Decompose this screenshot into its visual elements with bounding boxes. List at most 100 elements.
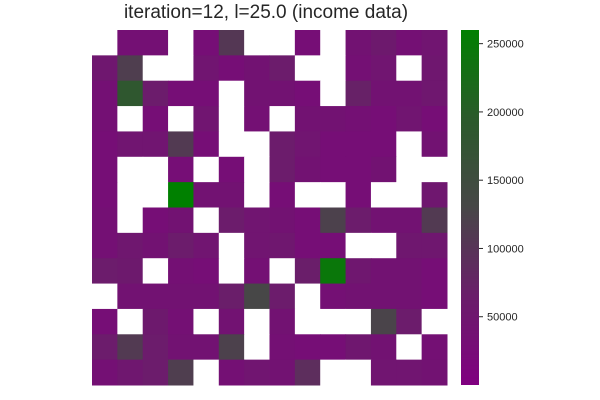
heatmap-cell [92, 359, 118, 386]
heatmap-cell [421, 258, 448, 285]
heatmap-cell [421, 182, 448, 208]
heatmap-cell [218, 207, 245, 234]
heatmap-cell [193, 156, 220, 183]
heatmap-cell [193, 207, 220, 234]
colorbar-tick-label: 150000 [487, 175, 524, 187]
heatmap-cell [320, 30, 347, 56]
heatmap-cell [117, 334, 144, 361]
heatmap-cell [421, 232, 448, 259]
heatmap-cell [117, 258, 144, 285]
heatmap-cell [294, 80, 321, 107]
heatmap-cell [370, 359, 397, 386]
colorbar-tick-label: 100000 [487, 243, 524, 255]
heatmap-cell [421, 156, 448, 183]
heatmap-cell [269, 308, 296, 335]
heatmap-cell [345, 30, 372, 56]
heatmap-cell [193, 258, 220, 285]
heatmap-cell [168, 106, 194, 132]
heatmap-cell [294, 182, 321, 208]
heatmap-cell [370, 334, 397, 361]
heatmap-cell [218, 80, 245, 107]
heatmap-cell [117, 359, 144, 386]
heatmap-cell [421, 207, 448, 234]
heatmap-cell [193, 182, 220, 208]
heatmap-cell [168, 156, 194, 183]
heatmap-cell [269, 131, 296, 158]
heatmap-cell [294, 30, 321, 56]
heatmap-cell [142, 106, 169, 132]
heatmap-cell [244, 30, 270, 56]
colorbar-ticks: 50000 100000 150000 200000 250000 [479, 39, 524, 324]
heatmap-cell [269, 80, 296, 107]
heatmap-cell [117, 182, 144, 208]
heatmap-cell [193, 131, 220, 158]
heatmap-cell [92, 30, 118, 56]
heatmap-cell [396, 334, 423, 361]
heatmap-cell [370, 308, 397, 335]
colorbar-tick-label: 50000 [487, 312, 518, 324]
heatmap-cell [92, 55, 118, 82]
heatmap-cell [92, 131, 118, 158]
heatmap-cells [92, 30, 448, 386]
heatmap-cell [142, 156, 169, 183]
heatmap-cell [92, 182, 118, 208]
heatmap-cell [421, 80, 448, 107]
heatmap-cell [294, 258, 321, 285]
heatmap-cell [244, 334, 270, 361]
heatmap-cell [218, 156, 245, 183]
heatmap-cell [269, 359, 296, 386]
heatmap-cell [117, 156, 144, 183]
heatmap-cell [117, 308, 144, 335]
heatmap-cell [142, 131, 169, 158]
heatmap-cell [269, 334, 296, 361]
heatmap-cell [244, 182, 270, 208]
colorbar: 50000 100000 150000 200000 250000 [461, 30, 524, 385]
heatmap-cell [92, 207, 118, 234]
heatmap-cell [244, 258, 270, 285]
heatmap-cell [193, 308, 220, 335]
heatmap-cell [421, 334, 448, 361]
heatmap-cell [142, 258, 169, 285]
heatmap-cell [92, 80, 118, 107]
heatmap-cell [92, 308, 118, 335]
heatmap-cell [396, 207, 423, 234]
heatmap-cell [142, 80, 169, 107]
heatmap-cell [244, 80, 270, 107]
heatmap-cell [396, 283, 423, 310]
heatmap-cell [168, 182, 194, 208]
heatmap-cell [370, 106, 397, 132]
heatmap-cell [345, 207, 372, 234]
heatmap-cell [117, 283, 144, 310]
heatmap-cell [421, 106, 448, 132]
chart-title: iteration=12, l=25.0 (income data) [123, 2, 409, 23]
heatmap-cell [320, 156, 347, 183]
heatmap-cell [269, 30, 296, 56]
heatmap-cell [92, 283, 118, 310]
heatmap-cell [320, 131, 347, 158]
heatmap-cell [168, 232, 194, 259]
heatmap-cell [244, 283, 270, 310]
heatmap-cell [294, 207, 321, 234]
heatmap-cell [269, 232, 296, 259]
heatmap-cell [396, 80, 423, 107]
heatmap-cell [244, 207, 270, 234]
heatmap-cell [142, 30, 169, 56]
heatmap-cell [396, 106, 423, 132]
heatmap-cell [269, 258, 296, 285]
heatmap-cell [320, 334, 347, 361]
heatmap-cell [92, 334, 118, 361]
heatmap-cell [396, 308, 423, 335]
heatmap-cell [244, 55, 270, 82]
heatmap-cell [345, 258, 372, 285]
heatmap-cell [294, 106, 321, 132]
heatmap-cell [345, 182, 372, 208]
heatmap-cell [421, 308, 448, 335]
heatmap-cell [320, 80, 347, 107]
heatmap-cell [320, 359, 347, 386]
heatmap-cell [320, 283, 347, 310]
heatmap-cell [294, 131, 321, 158]
heatmap-cell [142, 55, 169, 82]
heatmap-cell [269, 207, 296, 234]
heatmap-cell [320, 106, 347, 132]
heatmap-cell [218, 182, 245, 208]
